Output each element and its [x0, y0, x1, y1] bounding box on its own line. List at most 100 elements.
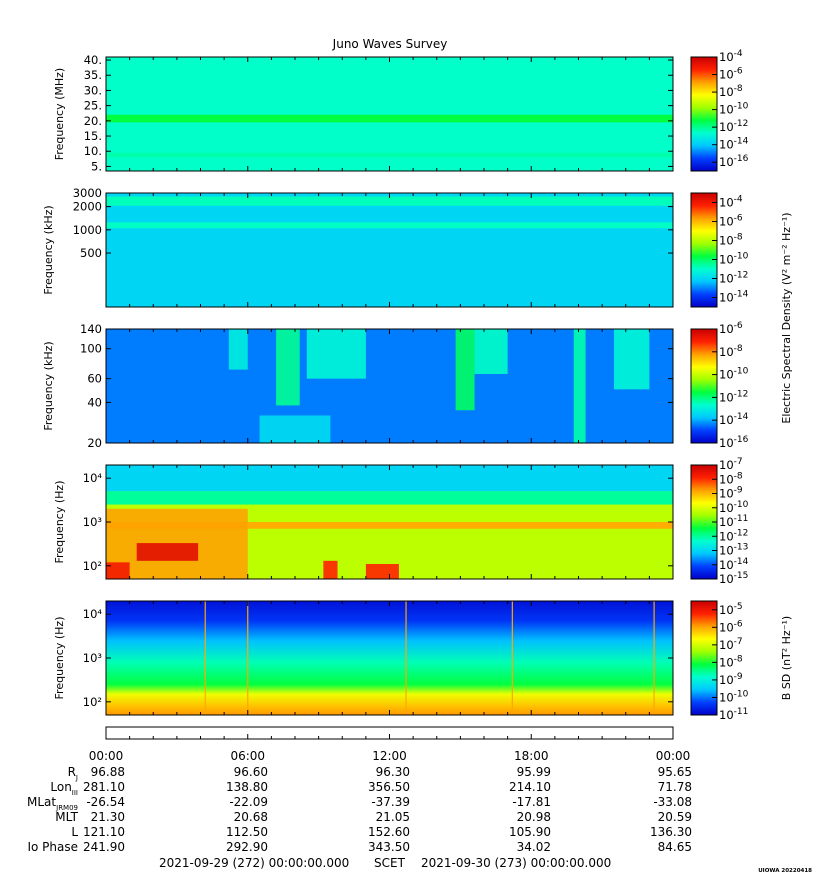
- y-axis-label: Frequency (Hz): [53, 481, 66, 564]
- ephemeris-value: 20.68: [234, 810, 268, 824]
- y-tick-label: 10²: [83, 695, 102, 709]
- y-axis-label: Frequency (Hz): [53, 617, 66, 700]
- y-tick-label: 40: [87, 395, 102, 409]
- y-tick-label: 100: [80, 342, 102, 356]
- ephemeris-label: L: [71, 825, 78, 839]
- colorbar-tick-label: 10-7: [719, 637, 743, 652]
- ephemeris-value: 136.30: [650, 825, 692, 839]
- colorbar-tick-label: 10-12: [719, 528, 748, 543]
- colorbar-tick-label: 10-13: [719, 543, 748, 558]
- ephemeris-value: 34.02: [517, 840, 551, 854]
- panel-plot-area: [106, 57, 673, 171]
- y-tick-label: 10.: [84, 144, 102, 158]
- colorbar-tick-label: 10-8: [719, 84, 743, 99]
- y-tick-label: 1000: [73, 223, 102, 237]
- colorbar-tick-label: 10-5: [719, 602, 743, 617]
- spectral-band: [106, 152, 673, 158]
- spectrogram-background: [106, 193, 673, 307]
- colorbar-label: B SD (nT² Hz⁻¹): [780, 616, 793, 700]
- ephemeris-value: 343.50: [368, 840, 410, 854]
- ephemeris-value: 95.99: [517, 765, 551, 779]
- colorbar-tick-label: 10-10: [719, 689, 749, 704]
- colorbar-tick-label: 10-14: [719, 412, 749, 427]
- y-tick-label: 10²: [83, 559, 102, 573]
- colorbar-tick-label: 10-10: [719, 102, 749, 117]
- colorbar-tick-label: 10-6: [719, 214, 743, 229]
- colorbar-tick-label: 10-6: [719, 321, 743, 336]
- spectral-band: [106, 522, 673, 529]
- panel-plot-area: [106, 329, 673, 443]
- colorbar-3: 10-6 10-8 10-10 10-12 10-14 10-16: [690, 321, 749, 450]
- time-tick-label: 00:00: [656, 749, 691, 763]
- colorbar-tick-label: 10-7: [719, 457, 743, 472]
- emission-burst: [455, 329, 475, 411]
- y-tick-label: 60: [87, 372, 102, 386]
- ephemeris-value: 84.65: [658, 840, 692, 854]
- y-tick-label: 25.: [84, 99, 102, 113]
- footer-start-time: 2021-09-29 (272) 00:00:00.000: [159, 856, 349, 870]
- ephemeris-value: 96.60: [234, 765, 268, 779]
- emission-burst: [276, 329, 300, 406]
- colorbar-tick-label: 10-12: [719, 271, 748, 286]
- y-tick-label: 40.: [84, 53, 102, 67]
- ephemeris-value: 214.10: [509, 780, 551, 794]
- colorbar-4: 10-710-810-910-1010-1110-1210-1310-1410-…: [690, 457, 749, 586]
- y-tick-label: 20.: [84, 114, 102, 128]
- y-tick-label: 3000: [73, 186, 102, 200]
- ephemeris-value: -37.39: [371, 795, 410, 809]
- footer-end-time: 2021-09-30 (273) 00:00:00.000: [421, 856, 611, 870]
- emission-burst: [323, 560, 338, 579]
- colorbar-tick-label: 10-11: [719, 707, 748, 722]
- emission-burst: [228, 329, 248, 370]
- ephemeris-label: MLT: [55, 810, 78, 824]
- ephemeris-value: 21.05: [376, 810, 410, 824]
- y-tick-label: 30.: [84, 83, 102, 97]
- y-tick-label: 2000: [73, 200, 102, 214]
- ephemeris-value: 152.60: [368, 825, 410, 839]
- ephemeris-value: -17.81: [512, 795, 551, 809]
- ephemeris-value: 20.98: [517, 810, 551, 824]
- ephemeris-value: -22.09: [229, 795, 268, 809]
- colorbar-tick-label: 10-12: [719, 119, 748, 134]
- y-tick-label: 15.: [84, 129, 102, 143]
- colorbar-label: Electric Spectral Density (V² m⁻² Hz⁻¹): [780, 212, 793, 423]
- colorbar-gradient: [690, 192, 718, 308]
- colorbar-tick-label: 10-10: [719, 367, 749, 382]
- colorbar-gradient: [690, 328, 718, 444]
- colorbar-tick-label: 10-4: [719, 49, 743, 64]
- colorbar-tick-label: 10-14: [719, 137, 749, 152]
- ephemeris-value: 71.78: [658, 780, 692, 794]
- y-tick-label: 35.: [84, 68, 102, 82]
- spectrogram-background: [106, 329, 673, 443]
- ephemeris-value: 105.90: [509, 825, 551, 839]
- ephemeris-label: Io Phase: [27, 840, 78, 854]
- ephemeris-value: -33.08: [653, 795, 692, 809]
- colorbar-tick-label: 10-10: [719, 500, 749, 515]
- footer-credit: UIOWA 20220418: [758, 868, 812, 874]
- spectral-band: [106, 491, 673, 505]
- spectral-band: [106, 114, 673, 123]
- ephemeris-value: 292.90: [226, 840, 268, 854]
- spectral-band: [106, 196, 673, 206]
- colorbar-tick-label: 10-6: [719, 619, 743, 634]
- y-axis-label: Frequency (kHz): [42, 205, 55, 294]
- colorbar-2: 10-4 10-6 10-8 10-10 10-12 10-14 Electric Spec…: [690, 192, 793, 424]
- emission-burst: [136, 543, 199, 561]
- colorbar-tick-label: 10-16: [719, 435, 749, 450]
- panel-plot-area: [106, 601, 673, 715]
- colorbar-gradient: [690, 600, 718, 716]
- colorbar-tick-label: 10-10: [719, 252, 749, 267]
- ephemeris-value: 121.10: [83, 825, 125, 839]
- y-tick-label: 500: [80, 246, 102, 260]
- time-tick-label: 06:00: [230, 749, 265, 763]
- y-axis-label: Frequency (MHz): [53, 68, 66, 160]
- y-tick-label: 10⁴: [83, 471, 103, 485]
- y-axis-label: Frequency (kHz): [42, 341, 55, 430]
- colorbar-tick-label: 10-8: [719, 471, 743, 486]
- y-tick-label: 5.: [91, 159, 102, 173]
- colorbar-tick-label: 10-15: [719, 571, 748, 586]
